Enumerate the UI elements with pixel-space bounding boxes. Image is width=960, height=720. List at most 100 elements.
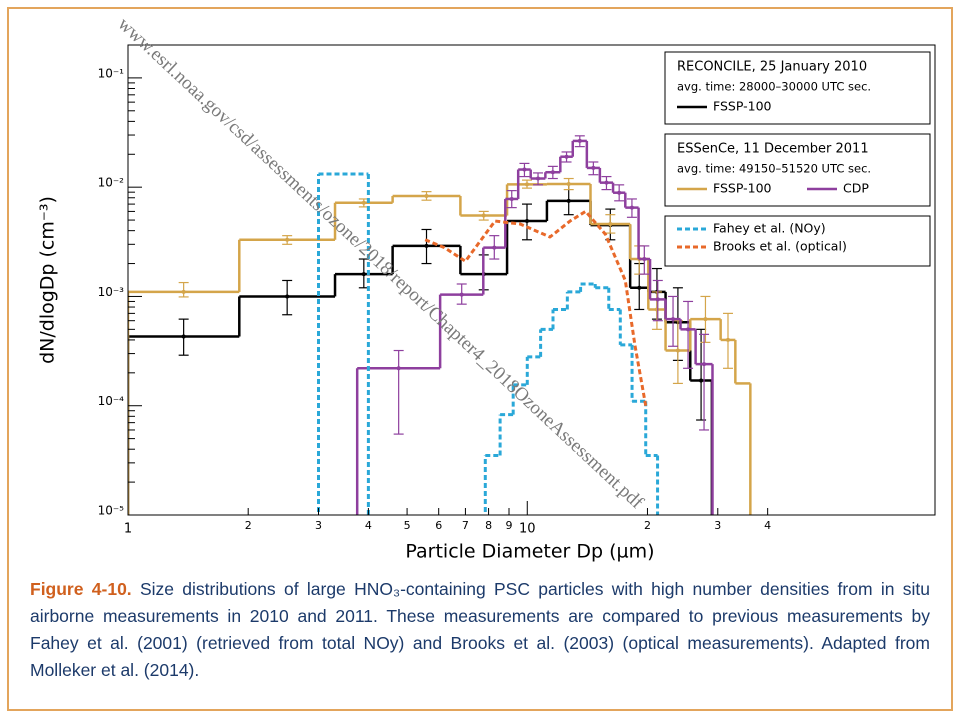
- legend-label: FSSP-100: [713, 181, 772, 196]
- point: [424, 194, 429, 199]
- point: [550, 170, 555, 175]
- error-bar: [456, 283, 467, 305]
- watermark: www.esrl.noaa.gov/csd/assessments/ozone/…: [114, 13, 648, 513]
- error-bar: [178, 318, 189, 356]
- legend-label: Brooks et al. (optical): [713, 239, 847, 254]
- x-tick-label: 4: [764, 519, 771, 532]
- point: [577, 138, 582, 143]
- point: [642, 257, 647, 262]
- line-series: [424, 209, 648, 406]
- y-tick-label: 10⁻²: [98, 176, 125, 190]
- caption: Figure 4-10. Size distributions of large…: [30, 576, 930, 684]
- error-bar: [605, 214, 616, 234]
- point: [617, 190, 622, 195]
- point: [181, 334, 186, 339]
- y-tick-label: 10⁻¹: [98, 66, 125, 80]
- point: [566, 198, 571, 203]
- error-bar: [489, 235, 500, 260]
- point: [509, 196, 514, 201]
- figure-border: [7, 7, 953, 711]
- point: [699, 378, 704, 383]
- error-bar: [521, 179, 532, 189]
- error-bar: [588, 161, 599, 176]
- legend-label: CDP: [843, 181, 869, 196]
- point: [566, 181, 571, 186]
- error-bar: [626, 198, 637, 218]
- error-bar: [668, 295, 679, 347]
- point: [629, 205, 634, 210]
- x-tick-label: 2: [245, 519, 252, 532]
- point: [655, 297, 660, 302]
- x-tick-label: 5: [404, 519, 411, 532]
- error-bar: [519, 162, 530, 178]
- error-bar: [282, 235, 293, 245]
- error-bar: [601, 175, 612, 191]
- error-bar: [699, 333, 710, 431]
- x-tick-label: 4: [365, 519, 372, 532]
- y-tick-label: 10⁻⁴: [98, 394, 125, 408]
- y-axis-label: dN/dlogDp (cm⁻³): [37, 196, 59, 364]
- x-tick-label: 1: [124, 522, 132, 537]
- error-bar: [506, 190, 517, 209]
- point: [671, 317, 676, 322]
- x-tick-label: 8: [485, 519, 492, 532]
- legend-box: ESSenCe, 11 December 2011 avg. time: 4915…: [664, 133, 931, 207]
- point: [285, 294, 290, 299]
- x-tick-label: 9: [506, 519, 513, 532]
- point: [396, 366, 401, 371]
- axes-frame: [127, 44, 936, 516]
- point: [703, 317, 708, 322]
- point: [725, 337, 730, 342]
- point: [481, 213, 486, 218]
- error-bar: [672, 320, 683, 385]
- legend-title: RECONCILE, 25 January 2010: [677, 60, 867, 75]
- error-bar: [282, 279, 293, 316]
- error-bar: [722, 312, 733, 369]
- error-bar: [547, 165, 558, 180]
- error-bar: [393, 349, 404, 435]
- point: [564, 154, 569, 159]
- point: [361, 200, 366, 205]
- point: [492, 245, 497, 250]
- point: [181, 289, 186, 294]
- point: [536, 176, 541, 181]
- legend-label: FSSP-100: [713, 99, 772, 114]
- x-tick-label: 6: [435, 519, 442, 532]
- legend-subtitle: avg. time: 49150–51520 UTC sec.: [677, 162, 871, 176]
- x-tick-label: 10: [519, 522, 536, 537]
- error-bar: [639, 245, 650, 275]
- point: [604, 180, 609, 185]
- x-axis-label: Particle Diameter Dp (µm): [405, 541, 654, 563]
- point: [459, 292, 464, 297]
- point: [591, 165, 596, 170]
- x-tick-label: 3: [714, 519, 721, 532]
- error-bar: [652, 279, 663, 322]
- y-tick-label: 10⁻⁵: [98, 504, 125, 518]
- legend-label: Fahey et al. (NOy): [713, 221, 826, 236]
- error-bar: [533, 172, 544, 186]
- x-tick-label: 7: [462, 519, 469, 532]
- error-bar: [421, 191, 432, 201]
- error-bar: [563, 177, 574, 191]
- x-tick-label: 3: [315, 519, 322, 532]
- point: [686, 327, 691, 332]
- legend-title: ESSenCe, 11 December 2011: [677, 142, 869, 157]
- legend-frame: [664, 215, 931, 267]
- error-bar: [574, 135, 585, 148]
- error-bar: [421, 228, 432, 265]
- y-tick-label: 10⁻³: [98, 285, 125, 299]
- point: [285, 237, 290, 242]
- point: [675, 348, 680, 353]
- error-bar: [614, 184, 625, 202]
- point: [424, 243, 429, 248]
- error-bar: [683, 300, 694, 369]
- plot-area: [128, 135, 752, 515]
- legend-frame: [664, 133, 931, 207]
- series-layer: [128, 135, 752, 515]
- error-bar: [478, 210, 489, 221]
- x-tick-label: 2: [644, 519, 651, 532]
- point: [524, 219, 529, 224]
- caption-text: Size distributions of large HNO₃-contain…: [30, 579, 930, 680]
